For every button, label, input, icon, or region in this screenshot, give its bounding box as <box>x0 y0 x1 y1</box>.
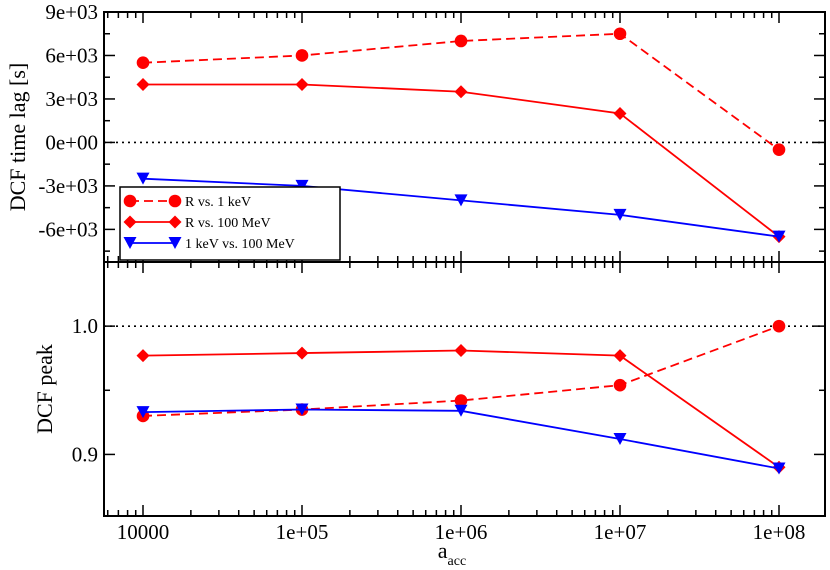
peak-y-tick-label: 1.0 <box>72 314 98 338</box>
legend-marker-r-vs-1-kev <box>168 194 182 208</box>
time-lag-y-tick-label: 6e+03 <box>45 43 98 67</box>
legend-marker-r-vs-100-mev <box>168 215 182 229</box>
time-lag-panel: 9e+03 6e+03 3e+03 0e+00 -3e+03 -6e+03 DCF tim… <box>5 0 826 263</box>
time-lag-y-tick-label: 9e+03 <box>45 0 98 24</box>
time-lag-point-r-vs-1-kev <box>454 34 468 48</box>
x-axis-label: aacc <box>438 538 466 569</box>
time-lag-y-tick-label: -3e+03 <box>38 174 98 198</box>
peak-panel: 1.0 0.9 DCF peak <box>32 261 826 517</box>
peak-point-r-vs-1-kev <box>454 394 468 407</box>
x-tick-label: 1e+08 <box>753 520 806 544</box>
peak-point-r-vs-1-kev <box>772 319 786 333</box>
legend: R vs. 1 keV R vs. 100 MeV 1 keV vs. 100 Me… <box>119 186 341 261</box>
x-tick-label: 1e+07 <box>594 520 647 544</box>
time-lag-point-r-vs-1-kev <box>136 56 150 70</box>
peak-plot-frame <box>103 261 826 517</box>
peak-series-line-1-kev-vs-100-mev <box>142 408 780 470</box>
peak-point-1-kev-vs-100-mev <box>136 406 150 419</box>
legend-marker-r-vs-100-mev <box>123 215 137 229</box>
peak-point-r-vs-100-mev <box>454 344 468 358</box>
legend-box <box>119 186 341 261</box>
time-lag-point-r-vs-100-mev <box>136 77 150 91</box>
time-lag-point-r-vs-1-kev <box>295 49 309 62</box>
peak-point-r-vs-100-mev <box>136 349 150 363</box>
time-lag-point-1-kev-vs-100-mev <box>772 230 786 243</box>
time-lag-y-tick-label: 0e+00 <box>45 130 98 154</box>
time-lag-y-tick-label: 3e+03 <box>45 87 98 111</box>
peak-series-line-r-vs-1-kev <box>142 325 780 417</box>
peak-point-1-kev-vs-100-mev <box>772 462 786 475</box>
peak-point-1-kev-vs-100-mev <box>613 433 627 446</box>
time-lag-point-r-vs-1-kev <box>613 27 627 41</box>
peak-point-r-vs-1-kev <box>613 378 627 392</box>
time-lag-point-1-kev-vs-100-mev <box>295 179 309 192</box>
x-tick-label: 10000 <box>117 520 170 544</box>
legend-label-1-kev-vs-100-mev: 1 keV vs. 100 MeV <box>185 237 295 252</box>
peak-point-r-vs-100-mev <box>295 346 309 360</box>
legend-marker-r-vs-1-kev <box>123 194 137 208</box>
time-lag-y-tick-label: -6e+03 <box>38 217 98 241</box>
x-axis-label-main: a <box>438 538 448 563</box>
x-tick-label: 1e+06 <box>435 520 488 544</box>
time-lag-point-1-kev-vs-100-mev <box>613 208 627 221</box>
legend-marker-1-kev-vs-100-mev <box>123 237 137 249</box>
legend-label-r-vs-1-kev: R vs. 1 keV <box>185 195 251 210</box>
legend-label-r-vs-100-mev: R vs. 100 MeV <box>185 216 271 231</box>
peak-point-r-vs-100-mev <box>613 349 627 363</box>
time-lag-y-axis-label: DCF time lag [s] <box>5 63 30 212</box>
x-tick-label: 1e+05 <box>276 520 329 544</box>
time-lag-series-line-r-vs-1-kev <box>142 32 780 151</box>
peak-point-1-kev-vs-100-mev <box>454 404 468 417</box>
time-lag-point-r-vs-1-kev <box>772 143 786 156</box>
peak-y-tick-label: 0.9 <box>72 442 98 466</box>
time-lag-point-r-vs-100-mev <box>613 106 627 120</box>
legend-marker-1-kev-vs-100-mev <box>168 237 182 249</box>
peak-y-axis-label: DCF peak <box>32 344 57 434</box>
time-lag-point-r-vs-100-mev <box>454 85 468 99</box>
time-lag-point-1-kev-vs-100-mev <box>136 172 150 185</box>
x-axis-label-subscript: acc <box>448 554 467 569</box>
time-lag-point-1-kev-vs-100-mev <box>454 194 468 207</box>
peak-point-1-kev-vs-100-mev <box>295 403 309 416</box>
time-lag-point-r-vs-100-mev <box>295 77 309 91</box>
